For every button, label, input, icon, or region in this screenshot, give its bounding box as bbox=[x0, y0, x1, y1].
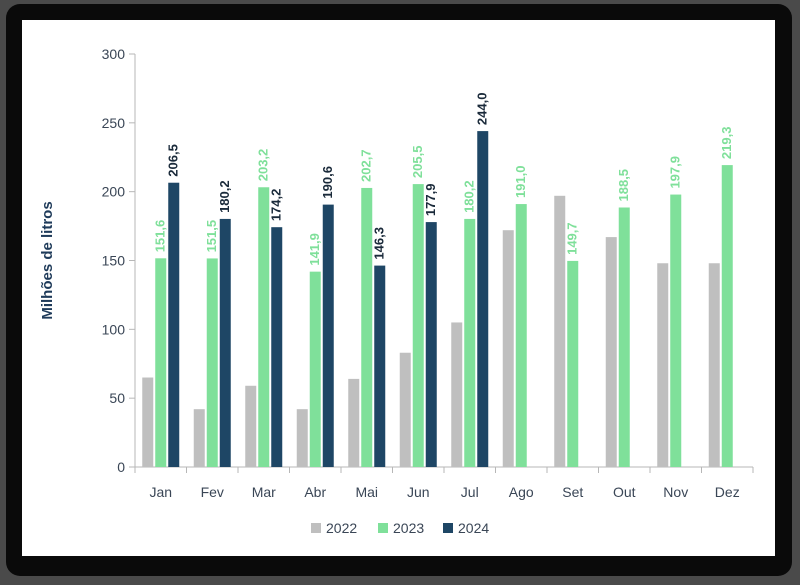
x-tick-label: Nov bbox=[663, 484, 688, 500]
y-tick-label: 250 bbox=[102, 115, 126, 131]
x-tick-label: Mai bbox=[355, 484, 378, 500]
y-tick-label: 100 bbox=[102, 321, 126, 337]
data-label-2023-mai: 202,7 bbox=[359, 149, 374, 182]
screenshot-frame: 0 50 100 150 200 250 300 Jan Fev Mar Abr Mai Jun Jul A… bbox=[6, 4, 792, 576]
legend-swatch-2022 bbox=[311, 523, 321, 533]
x-tick-label: Ago bbox=[509, 484, 534, 500]
x-tick-label: Jul bbox=[461, 484, 479, 500]
bar-2022-ago bbox=[502, 230, 514, 467]
x-tick-label: Set bbox=[562, 484, 583, 500]
chart-card: 0 50 100 150 200 250 300 Jan Fev Mar Abr Mai Jun Jul A… bbox=[22, 20, 775, 556]
bar-2022-mar bbox=[245, 385, 257, 467]
data-label-2024-abr: 190,6 bbox=[320, 166, 335, 199]
bar-2023-jun bbox=[412, 184, 424, 467]
bar-2022-out bbox=[605, 237, 617, 467]
bar-2024-jun bbox=[425, 222, 437, 467]
data-label-2024-jan: 206,5 bbox=[166, 144, 181, 177]
data-label-2023-nov: 197,9 bbox=[668, 156, 683, 189]
y-tick-label: 300 bbox=[102, 46, 126, 62]
data-label-2023-abr: 141,9 bbox=[307, 233, 322, 266]
bar-2022-nov bbox=[657, 263, 669, 467]
data-label-2024-jun: 177,9 bbox=[423, 184, 438, 217]
legend: 2022 2023 2024 bbox=[311, 520, 489, 536]
bar-2022-mai bbox=[348, 378, 360, 467]
data-label-2024-mar: 174,2 bbox=[269, 189, 284, 222]
bar-2024-mai bbox=[374, 265, 386, 467]
bar-2022-jun bbox=[399, 352, 411, 467]
y-tick-label: 50 bbox=[109, 390, 125, 406]
data-label-2023-mar: 203,2 bbox=[256, 149, 271, 182]
chart-svg: 0 50 100 150 200 250 300 Jan Fev Mar Abr Mai Jun Jul A… bbox=[39, 46, 754, 536]
data-label-2023-out: 188,5 bbox=[616, 169, 631, 202]
data-label-2023-jan: 151,6 bbox=[153, 220, 168, 253]
data-labels: 151,6 151,5 203,2 141,9 202,7 205,5 180,2 191,0… bbox=[153, 93, 735, 266]
data-label-2024-fev: 180,2 bbox=[217, 180, 232, 213]
bar-2023-mar bbox=[258, 187, 270, 467]
bar-2023-set bbox=[567, 260, 579, 467]
data-label-2023-dez: 219,3 bbox=[719, 127, 734, 160]
bars bbox=[142, 131, 733, 468]
data-label-2023-jul: 180,2 bbox=[462, 180, 477, 213]
bar-2023-ago bbox=[515, 204, 527, 467]
x-tick-label: Mar bbox=[252, 484, 276, 500]
bar-2023-jul bbox=[464, 218, 476, 467]
y-tick-label: 0 bbox=[117, 459, 125, 475]
legend-label-2023: 2023 bbox=[393, 520, 424, 536]
x-tick-label: Jan bbox=[149, 484, 172, 500]
y-tick-label: 200 bbox=[102, 184, 126, 200]
bar-2023-abr bbox=[309, 271, 321, 467]
bar-2022-set bbox=[554, 195, 566, 467]
bar-2022-jan bbox=[142, 377, 154, 467]
data-label-2024-mai: 146,3 bbox=[372, 227, 387, 260]
axes: 0 50 100 150 200 250 300 Jan Fev Mar Abr Mai Jun Jul A… bbox=[39, 46, 754, 500]
bar-2023-nov bbox=[670, 194, 682, 467]
bar-2022-abr bbox=[296, 409, 308, 467]
data-label-2023-set: 149,7 bbox=[565, 222, 580, 255]
legend-label-2022: 2022 bbox=[326, 520, 357, 536]
x-tick-label: Fev bbox=[201, 484, 224, 500]
x-tick-label: Jun bbox=[407, 484, 430, 500]
data-label-2023-jun: 205,5 bbox=[410, 146, 425, 179]
x-tick-label: Abr bbox=[304, 484, 326, 500]
bar-2023-mai bbox=[361, 187, 373, 468]
bar-2023-jan bbox=[155, 258, 167, 467]
data-label-2023-ago: 191,0 bbox=[513, 166, 528, 199]
bar-2023-fev bbox=[206, 258, 218, 467]
bar-2022-fev bbox=[193, 409, 205, 467]
bar-2023-dez bbox=[721, 165, 733, 468]
legend-swatch-2024 bbox=[443, 523, 453, 533]
x-tick-label: Out bbox=[613, 484, 636, 500]
y-tick-label: 150 bbox=[102, 253, 126, 269]
bar-2024-jan bbox=[168, 182, 180, 468]
bar-2022-dez bbox=[708, 263, 720, 467]
y-axis-title: Milhões de litros bbox=[39, 201, 56, 319]
bar-2024-mar bbox=[271, 227, 283, 467]
legend-swatch-2023 bbox=[378, 523, 388, 533]
bar-2024-fev bbox=[219, 218, 231, 467]
data-label-2024-jul: 244,0 bbox=[475, 93, 490, 126]
bar-2024-jul bbox=[477, 131, 489, 467]
data-label-2023-fev: 151,5 bbox=[204, 220, 219, 253]
bar-2022-jul bbox=[451, 322, 463, 467]
bar-2023-out bbox=[618, 207, 630, 467]
bar-2024-abr bbox=[322, 204, 334, 467]
x-tick-label: Dez bbox=[715, 484, 740, 500]
legend-label-2024: 2024 bbox=[458, 520, 489, 536]
